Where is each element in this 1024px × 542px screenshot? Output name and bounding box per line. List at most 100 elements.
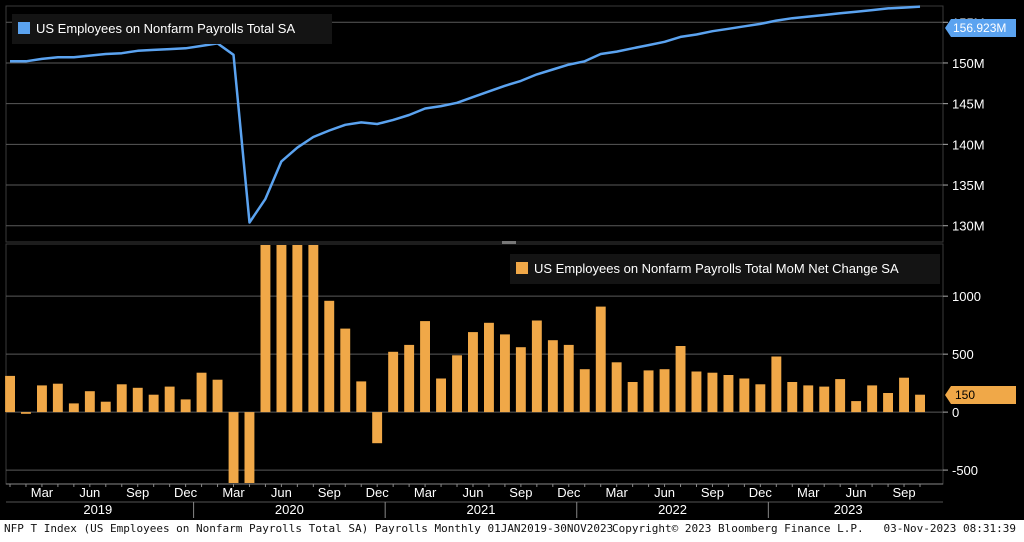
- bottom-y-tick-label: 1000: [952, 289, 981, 304]
- payroll-change-bar: [547, 340, 558, 413]
- payroll-change-bar: [915, 394, 925, 413]
- footer-copyright: Copyright© 2023 Bloomberg Finance L.P.: [612, 522, 864, 535]
- payroll-change-bar: [707, 372, 718, 413]
- payroll-change-bar: [819, 386, 830, 413]
- top-legend-box: [12, 14, 332, 44]
- payroll-change-bar: [515, 347, 526, 413]
- payroll-change-bar: [867, 385, 878, 413]
- payroll-change-bar: [787, 382, 798, 413]
- bottom-last-value-text: 150: [955, 388, 975, 402]
- x-month-label: Sep: [701, 485, 724, 500]
- payroll-change-bar: [835, 379, 846, 413]
- bottom-last-value-tag: 150: [945, 386, 1016, 404]
- payroll-change-bar: [484, 322, 494, 413]
- payroll-change-bar: [500, 334, 510, 413]
- payroll-change-bar: [340, 328, 351, 413]
- payroll-change-bar: [180, 399, 191, 413]
- payroll-change-bar: [723, 375, 734, 413]
- payroll-change-bar: [851, 401, 862, 413]
- payroll-change-bars: [5, 245, 925, 483]
- bottom-y-tick-label: 0: [952, 405, 959, 420]
- payroll-change-bar: [755, 384, 766, 413]
- top-last-value-tag-shape: [945, 19, 1016, 37]
- payroll-change-bar: [771, 356, 782, 413]
- payroll-change-bar: [691, 371, 702, 413]
- payroll-change-bar: [196, 372, 207, 413]
- top-y-tick-label: 150M: [952, 56, 985, 71]
- payroll-change-bar: [5, 375, 15, 413]
- payroll-change-bar: [324, 300, 335, 413]
- x-month-label: Sep: [126, 485, 149, 500]
- top-y-tick-label: 140M: [952, 137, 985, 152]
- bottom-legend-swatch: [516, 262, 528, 274]
- payroll-change-bar: [643, 370, 654, 413]
- x-month-label: Mar: [414, 485, 437, 500]
- top-y-tick-label: 145M: [952, 97, 985, 112]
- payroll-change-bar: [468, 332, 478, 413]
- payroll-change-bar: [883, 393, 893, 413]
- top-gridlines: [6, 21, 943, 227]
- payroll-change-bar: [292, 245, 303, 413]
- payroll-change-bar: [228, 412, 239, 483]
- x-year-label: 2019: [83, 502, 112, 517]
- x-year-label: 2020: [275, 502, 304, 517]
- payroll-change-bar: [148, 394, 159, 413]
- payroll-change-bar: [563, 344, 574, 413]
- top-y-tick-label: 135M: [952, 178, 985, 193]
- payroll-change-bar: [579, 369, 590, 413]
- top-panel: [5, 5, 944, 243]
- payroll-change-bar: [164, 386, 175, 413]
- payroll-change-bar: [627, 382, 638, 413]
- x-month-label: Sep: [318, 485, 341, 500]
- bottom-last-value-tag-shape: [945, 386, 1016, 404]
- top-last-value-tag: 156.923M: [945, 19, 1016, 37]
- x-year-label: 2022: [658, 502, 687, 517]
- payroll-change-bar: [308, 245, 319, 413]
- x-month-label: Jun: [271, 485, 292, 500]
- payroll-change-bar: [452, 355, 462, 413]
- payroll-change-bar: [68, 403, 79, 413]
- payroll-change-bar: [659, 369, 670, 413]
- payroll-change-bar: [212, 379, 223, 413]
- top-y-tick-label: 130M: [952, 219, 985, 234]
- payroll-change-bar: [675, 346, 686, 413]
- x-month-label: Dec: [366, 485, 390, 500]
- bottom-y-axis: 1000 500 0 -500: [943, 289, 981, 478]
- payroll-change-bar: [803, 385, 814, 413]
- payroll-change-bar: [611, 362, 622, 413]
- top-legend-swatch: [18, 22, 30, 34]
- payroll-change-bar: [244, 412, 255, 483]
- payroll-change-bar: [116, 384, 127, 413]
- payroll-change-bar: [356, 381, 367, 413]
- payroll-change-bar: [372, 412, 383, 444]
- payroll-change-bar: [276, 245, 287, 413]
- x-year-label: 2021: [467, 502, 496, 517]
- bottom-legend: US Employees on Nonfarm Payrolls Total M…: [510, 254, 940, 284]
- footer-timestamp: 03-Nov-2023 08:31:39: [883, 522, 1016, 535]
- x-month-label: Dec: [557, 485, 581, 500]
- payroll-change-bar: [388, 351, 399, 413]
- x-month-label: Sep: [509, 485, 532, 500]
- x-month-label: Jun: [79, 485, 100, 500]
- x-year-label: 2023: [834, 502, 863, 517]
- x-month-label: Mar: [605, 485, 628, 500]
- footer-index-description: NFP T Index (US Employees on Nonfarm Pay…: [4, 522, 614, 535]
- bottom-y-tick-label: 500: [952, 347, 974, 362]
- x-month-label: Dec: [174, 485, 198, 500]
- bottom-legend-box: [510, 254, 940, 284]
- panel-divider-handle[interactable]: [502, 241, 516, 244]
- payroll-change-bar: [899, 377, 909, 413]
- payroll-change-bar: [436, 378, 446, 413]
- payroll-change-bar: [260, 245, 271, 413]
- top-legend: US Employees on Nonfarm Payrolls Total S…: [12, 14, 332, 44]
- payroll-change-bar: [404, 344, 415, 413]
- payroll-change-bar: [420, 321, 430, 413]
- bottom-gridlines: [6, 295, 943, 471]
- x-axis: Mar Jun Sep Dec Mar Jun Sep Dec Mar Jun Sep Dec Mar J…: [6, 483, 943, 518]
- payroll-change-bar: [132, 387, 143, 413]
- top-legend-label: US Employees on Nonfarm Payrolls Total S…: [36, 21, 295, 36]
- bottom-legend-label: US Employees on Nonfarm Payrolls Total M…: [534, 261, 899, 276]
- payroll-change-bar: [100, 401, 111, 413]
- payroll-change-bar: [739, 378, 750, 413]
